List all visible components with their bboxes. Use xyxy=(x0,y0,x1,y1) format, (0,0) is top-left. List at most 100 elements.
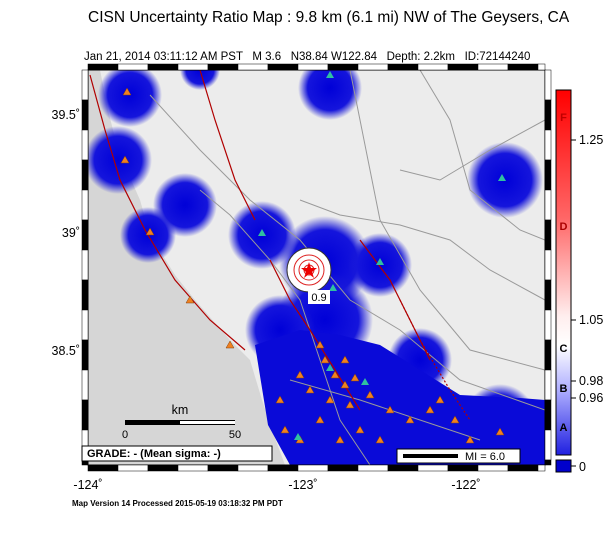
frame-segment xyxy=(177,63,209,71)
frame-segment xyxy=(81,189,89,221)
contour-label: 0.9 xyxy=(311,292,326,304)
frame-segment xyxy=(237,63,269,71)
faults xyxy=(89,70,471,421)
frame-segment xyxy=(81,309,89,341)
station xyxy=(185,295,195,304)
frame-segment xyxy=(357,63,389,71)
road xyxy=(199,189,371,465)
station xyxy=(145,227,155,236)
road xyxy=(349,70,545,371)
colorbar-ticks xyxy=(571,139,576,467)
frame-segment xyxy=(147,464,179,472)
frame-segment xyxy=(267,63,299,71)
frame-segment xyxy=(447,464,479,472)
colorbar-zero xyxy=(555,459,572,473)
grade-letter: A xyxy=(560,422,568,434)
title: CISN Uncertainty Ratio Map : 9.8 km (6.1… xyxy=(88,9,570,26)
frame-segment xyxy=(147,63,179,71)
frame-segment xyxy=(267,464,299,472)
frame-segment xyxy=(81,249,89,281)
frame-segment xyxy=(544,309,552,341)
frame-segment xyxy=(544,69,552,101)
station xyxy=(225,340,235,349)
frame-segment xyxy=(81,399,89,431)
station xyxy=(498,174,506,181)
station xyxy=(258,229,266,236)
frame-segment xyxy=(87,464,119,472)
station xyxy=(376,258,384,265)
colorbar-label: 0.96 xyxy=(579,391,603,405)
station xyxy=(435,395,445,404)
station xyxy=(120,155,130,164)
frame-segment xyxy=(87,63,119,71)
frame-segment xyxy=(477,63,509,71)
colorbar-label: 1.25 xyxy=(579,133,603,147)
road xyxy=(419,70,545,241)
station xyxy=(305,385,315,394)
station xyxy=(385,405,395,414)
fault xyxy=(199,70,256,221)
frame-segment xyxy=(117,63,149,71)
road xyxy=(399,119,545,181)
contour-label-box xyxy=(308,290,330,304)
station xyxy=(340,380,350,389)
station xyxy=(340,355,350,364)
lat-label: 39˚ xyxy=(62,226,80,240)
station xyxy=(294,433,302,440)
intensity-legend xyxy=(396,448,521,464)
subtitle: Jan 21, 2014 03:11:12 AM PST M 3.6 N38.8… xyxy=(84,51,530,63)
fault xyxy=(269,259,361,411)
frame-segment xyxy=(327,464,359,472)
epicenter: 0.9 xyxy=(286,247,332,304)
station xyxy=(320,355,330,364)
station xyxy=(326,364,334,371)
frame-segment xyxy=(297,63,329,71)
frame-segment xyxy=(544,399,552,431)
colorbar xyxy=(555,89,572,456)
frame-segment xyxy=(477,464,509,472)
frame-segment xyxy=(544,189,552,221)
station xyxy=(450,415,460,424)
frame-segment xyxy=(544,339,552,371)
frame-segment xyxy=(544,99,552,131)
uncertainty-area xyxy=(298,70,362,120)
frame-segment xyxy=(81,99,89,131)
frame-segment xyxy=(81,159,89,191)
frame-segment xyxy=(544,429,552,461)
frame-segment xyxy=(81,219,89,251)
lon-label: -122˚ xyxy=(451,478,480,492)
station xyxy=(330,370,340,379)
station xyxy=(329,284,337,291)
frame-segment xyxy=(327,63,359,71)
station xyxy=(122,87,132,96)
scale-label: 0 xyxy=(122,429,128,441)
intensity-text: MI = 6.0 xyxy=(465,451,505,463)
colorbar-label: 1.05 xyxy=(579,313,603,327)
uncertainty-area xyxy=(88,126,152,194)
uncertainty-area xyxy=(180,70,220,90)
footer: Map Version 14 Processed 2015-05-19 03:1… xyxy=(72,499,283,508)
station xyxy=(365,390,375,399)
grade-box xyxy=(81,445,273,462)
stations xyxy=(120,71,506,444)
scale-unit: km xyxy=(172,403,189,417)
frame-segment xyxy=(537,63,546,71)
colorbar-label: 0 xyxy=(579,460,586,474)
station xyxy=(335,435,345,444)
frame-segment xyxy=(507,63,539,71)
road xyxy=(299,199,545,301)
frame-segment xyxy=(544,459,552,466)
station xyxy=(465,435,475,444)
frame-segment xyxy=(81,369,89,401)
lon-label: -124˚ xyxy=(73,478,102,492)
station xyxy=(361,378,369,385)
frame-segment xyxy=(544,279,552,311)
scale-label: 50 xyxy=(229,429,241,441)
frame-segment xyxy=(544,159,552,191)
frame-segment xyxy=(544,249,552,281)
station xyxy=(275,395,285,404)
frame-segment xyxy=(544,369,552,401)
frame-segment xyxy=(207,63,239,71)
